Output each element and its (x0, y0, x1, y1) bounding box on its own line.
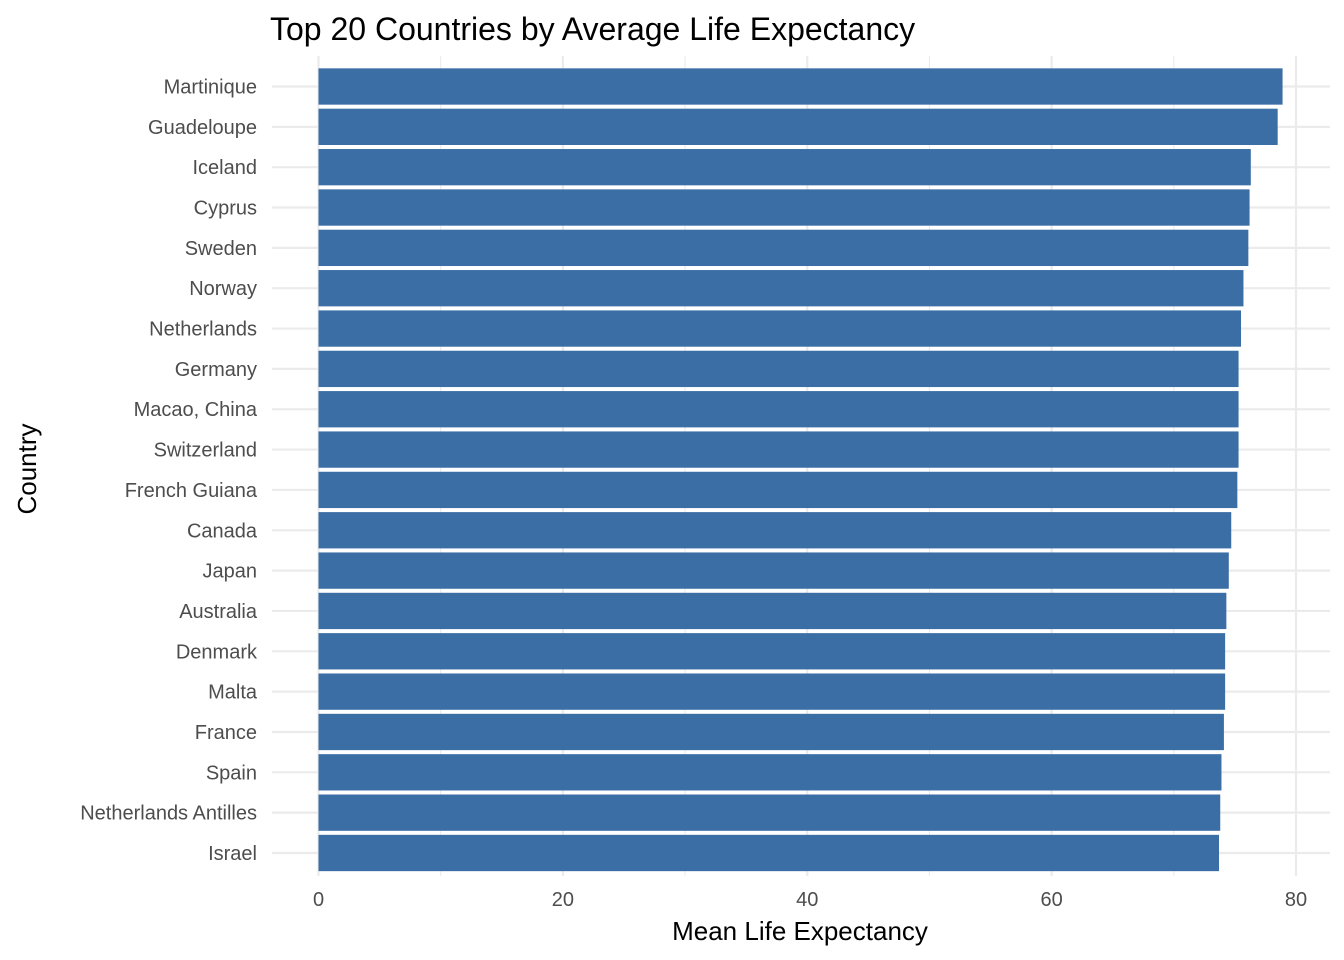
bar (319, 351, 1239, 387)
bar (319, 230, 1249, 266)
y-tick-label: Spain (206, 762, 257, 784)
bar (319, 714, 1224, 750)
bar (319, 754, 1222, 790)
y-tick-label: Netherlands (149, 319, 257, 341)
bar (319, 633, 1226, 669)
chart-title: Top 20 Countries by Average Life Expecta… (270, 11, 915, 47)
bar (319, 472, 1238, 508)
bar (319, 512, 1232, 548)
bar (319, 593, 1227, 629)
y-tick-label: Switzerland (154, 440, 257, 462)
bar (319, 431, 1239, 467)
bar (319, 673, 1226, 709)
y-tick-label: Malta (208, 682, 258, 704)
bar (319, 189, 1250, 225)
y-tick-label: France (195, 722, 257, 744)
bar (319, 391, 1239, 427)
bar (319, 109, 1278, 145)
y-axis-title: Country (12, 423, 42, 514)
y-tick-label: Martinique (164, 77, 257, 99)
y-tick-label: Denmark (176, 641, 258, 663)
y-tick-label: Netherlands Antilles (80, 803, 257, 825)
y-tick-label: Germany (175, 359, 257, 381)
x-tick-label: 40 (796, 889, 818, 911)
y-tick-label: Cyprus (194, 198, 257, 220)
y-axis-tick-labels: Martinique Guadeloupe Iceland Cyprus Sweden N… (80, 77, 258, 866)
x-axis-tick-labels: 0 20 40 60 80 (313, 889, 1307, 911)
bar (319, 552, 1229, 588)
y-tick-label: Norway (189, 278, 257, 300)
x-tick-label: 80 (1285, 889, 1307, 911)
bar (319, 795, 1221, 831)
bar (319, 835, 1220, 871)
x-axis-title: Mean Life Expectancy (672, 916, 928, 946)
x-tick-label: 20 (552, 889, 574, 911)
y-tick-label: Australia (179, 601, 258, 623)
bars (319, 68, 1283, 871)
bar (319, 149, 1251, 185)
x-tick-label: 60 (1041, 889, 1063, 911)
bar (319, 270, 1244, 306)
y-tick-label: Israel (208, 843, 257, 865)
y-tick-label: Guadeloupe (148, 117, 257, 139)
x-tick-label: 0 (313, 889, 324, 911)
y-tick-label: Macao, China (134, 399, 258, 421)
y-tick-label: Canada (187, 520, 258, 542)
y-tick-label: Japan (203, 561, 258, 583)
bar (319, 310, 1242, 346)
bar (319, 68, 1283, 104)
y-tick-label: French Guiana (125, 480, 258, 502)
y-tick-label: Sweden (185, 238, 257, 260)
y-tick-label: Iceland (193, 157, 258, 179)
